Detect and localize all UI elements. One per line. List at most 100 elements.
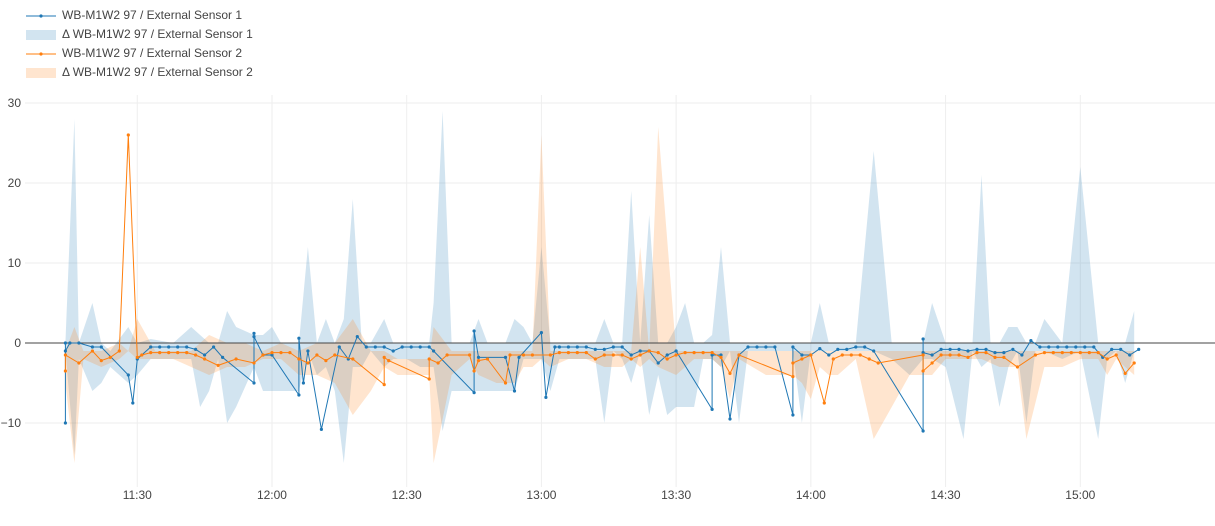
- data-point: [1051, 351, 1055, 355]
- data-point: [1128, 353, 1132, 357]
- data-point: [382, 383, 386, 387]
- data-point: [557, 345, 562, 349]
- data-point: [719, 355, 723, 359]
- data-point: [674, 353, 678, 357]
- data-point: [1123, 371, 1127, 375]
- data-point: [544, 395, 548, 399]
- data-point: [521, 353, 526, 357]
- data-point: [930, 353, 934, 357]
- data-point: [90, 345, 94, 349]
- data-point: [216, 363, 220, 367]
- series-line-2: [64, 134, 1135, 404]
- data-point: [77, 361, 81, 365]
- data-point: [1092, 345, 1096, 349]
- data-point: [620, 353, 624, 357]
- data-point: [827, 353, 831, 357]
- data-point: [203, 357, 207, 361]
- data-point: [840, 353, 844, 357]
- data-point: [149, 351, 153, 355]
- data-point: [306, 349, 310, 353]
- data-point: [1033, 353, 1037, 357]
- y-tick-label: −10: [1, 416, 22, 430]
- legend-item-delta-sensor-2[interactable]: Δ WB-M1W2 97 / External Sensor 2: [26, 63, 253, 82]
- legend-label: Δ WB-M1W2 97 / External Sensor 1: [62, 27, 253, 41]
- data-point: [584, 351, 588, 355]
- data-point: [611, 345, 615, 349]
- data-point: [701, 351, 705, 355]
- data-point: [63, 353, 67, 357]
- data-point: [1087, 351, 1091, 355]
- data-point: [167, 345, 171, 349]
- legend-item-sensor-1[interactable]: WB-M1W2 97 / External Sensor 1: [26, 6, 253, 25]
- data-point: [279, 351, 283, 355]
- data-point: [517, 355, 521, 359]
- data-point: [203, 353, 207, 357]
- data-point: [800, 353, 804, 357]
- data-point: [355, 335, 359, 339]
- data-point: [158, 351, 162, 355]
- data-point: [921, 337, 925, 341]
- data-point: [1078, 351, 1082, 355]
- data-point: [539, 331, 544, 335]
- data-point: [665, 357, 669, 361]
- data-point: [1069, 351, 1073, 355]
- x-tick-label: 13:00: [526, 488, 556, 502]
- data-point: [185, 345, 189, 349]
- data-point: [939, 347, 943, 351]
- data-point: [710, 351, 714, 355]
- data-point: [252, 381, 256, 385]
- data-point: [373, 345, 377, 349]
- data-point: [131, 401, 135, 405]
- data-point: [656, 361, 660, 365]
- data-point: [845, 347, 849, 351]
- data-point: [939, 353, 943, 357]
- data-point: [126, 373, 130, 377]
- data-point: [921, 429, 925, 433]
- data-point: [728, 417, 732, 421]
- data-point: [476, 359, 481, 363]
- data-point: [1119, 347, 1123, 351]
- data-point: [99, 345, 103, 349]
- data-point: [252, 331, 256, 335]
- data-point: [791, 345, 795, 349]
- data-point: [975, 351, 979, 355]
- legend-item-delta-sensor-1[interactable]: Δ WB-M1W2 97 / External Sensor 1: [26, 25, 253, 44]
- data-point: [1015, 365, 1020, 369]
- data-point: [553, 345, 557, 349]
- data-point: [656, 351, 660, 355]
- data-point: [319, 427, 323, 431]
- data-point: [647, 349, 651, 353]
- data-point: [849, 353, 853, 357]
- data-point: [445, 353, 449, 357]
- x-tick-label: 12:30: [392, 488, 422, 502]
- data-point: [1020, 353, 1024, 357]
- data-point: [315, 353, 319, 357]
- data-point: [194, 353, 198, 357]
- data-point: [1110, 347, 1114, 351]
- data-point: [966, 355, 970, 359]
- data-point: [261, 353, 265, 357]
- data-point: [333, 353, 337, 357]
- data-point: [1047, 345, 1051, 349]
- data-point: [185, 351, 189, 355]
- legend: WB-M1W2 97 / External Sensor 1 Δ WB-M1W2…: [26, 6, 253, 82]
- legend-label: WB-M1W2 97 / External Sensor 2: [62, 46, 243, 60]
- data-point: [993, 355, 997, 359]
- x-tick-label: 11:30: [123, 488, 152, 502]
- data-point: [737, 353, 741, 357]
- data-point: [270, 351, 274, 355]
- legend-swatch-line-icon: [26, 13, 56, 18]
- legend-item-sensor-2[interactable]: WB-M1W2 97 / External Sensor 2: [26, 44, 253, 63]
- data-point: [337, 345, 341, 349]
- data-point: [836, 347, 840, 351]
- data-point: [212, 345, 216, 349]
- data-point: [791, 413, 795, 417]
- data-point: [620, 345, 624, 349]
- data-point: [629, 353, 633, 357]
- data-point: [854, 345, 858, 349]
- data-point: [665, 353, 669, 357]
- data-point: [63, 349, 67, 353]
- data-point: [548, 353, 553, 357]
- data-point: [270, 353, 274, 357]
